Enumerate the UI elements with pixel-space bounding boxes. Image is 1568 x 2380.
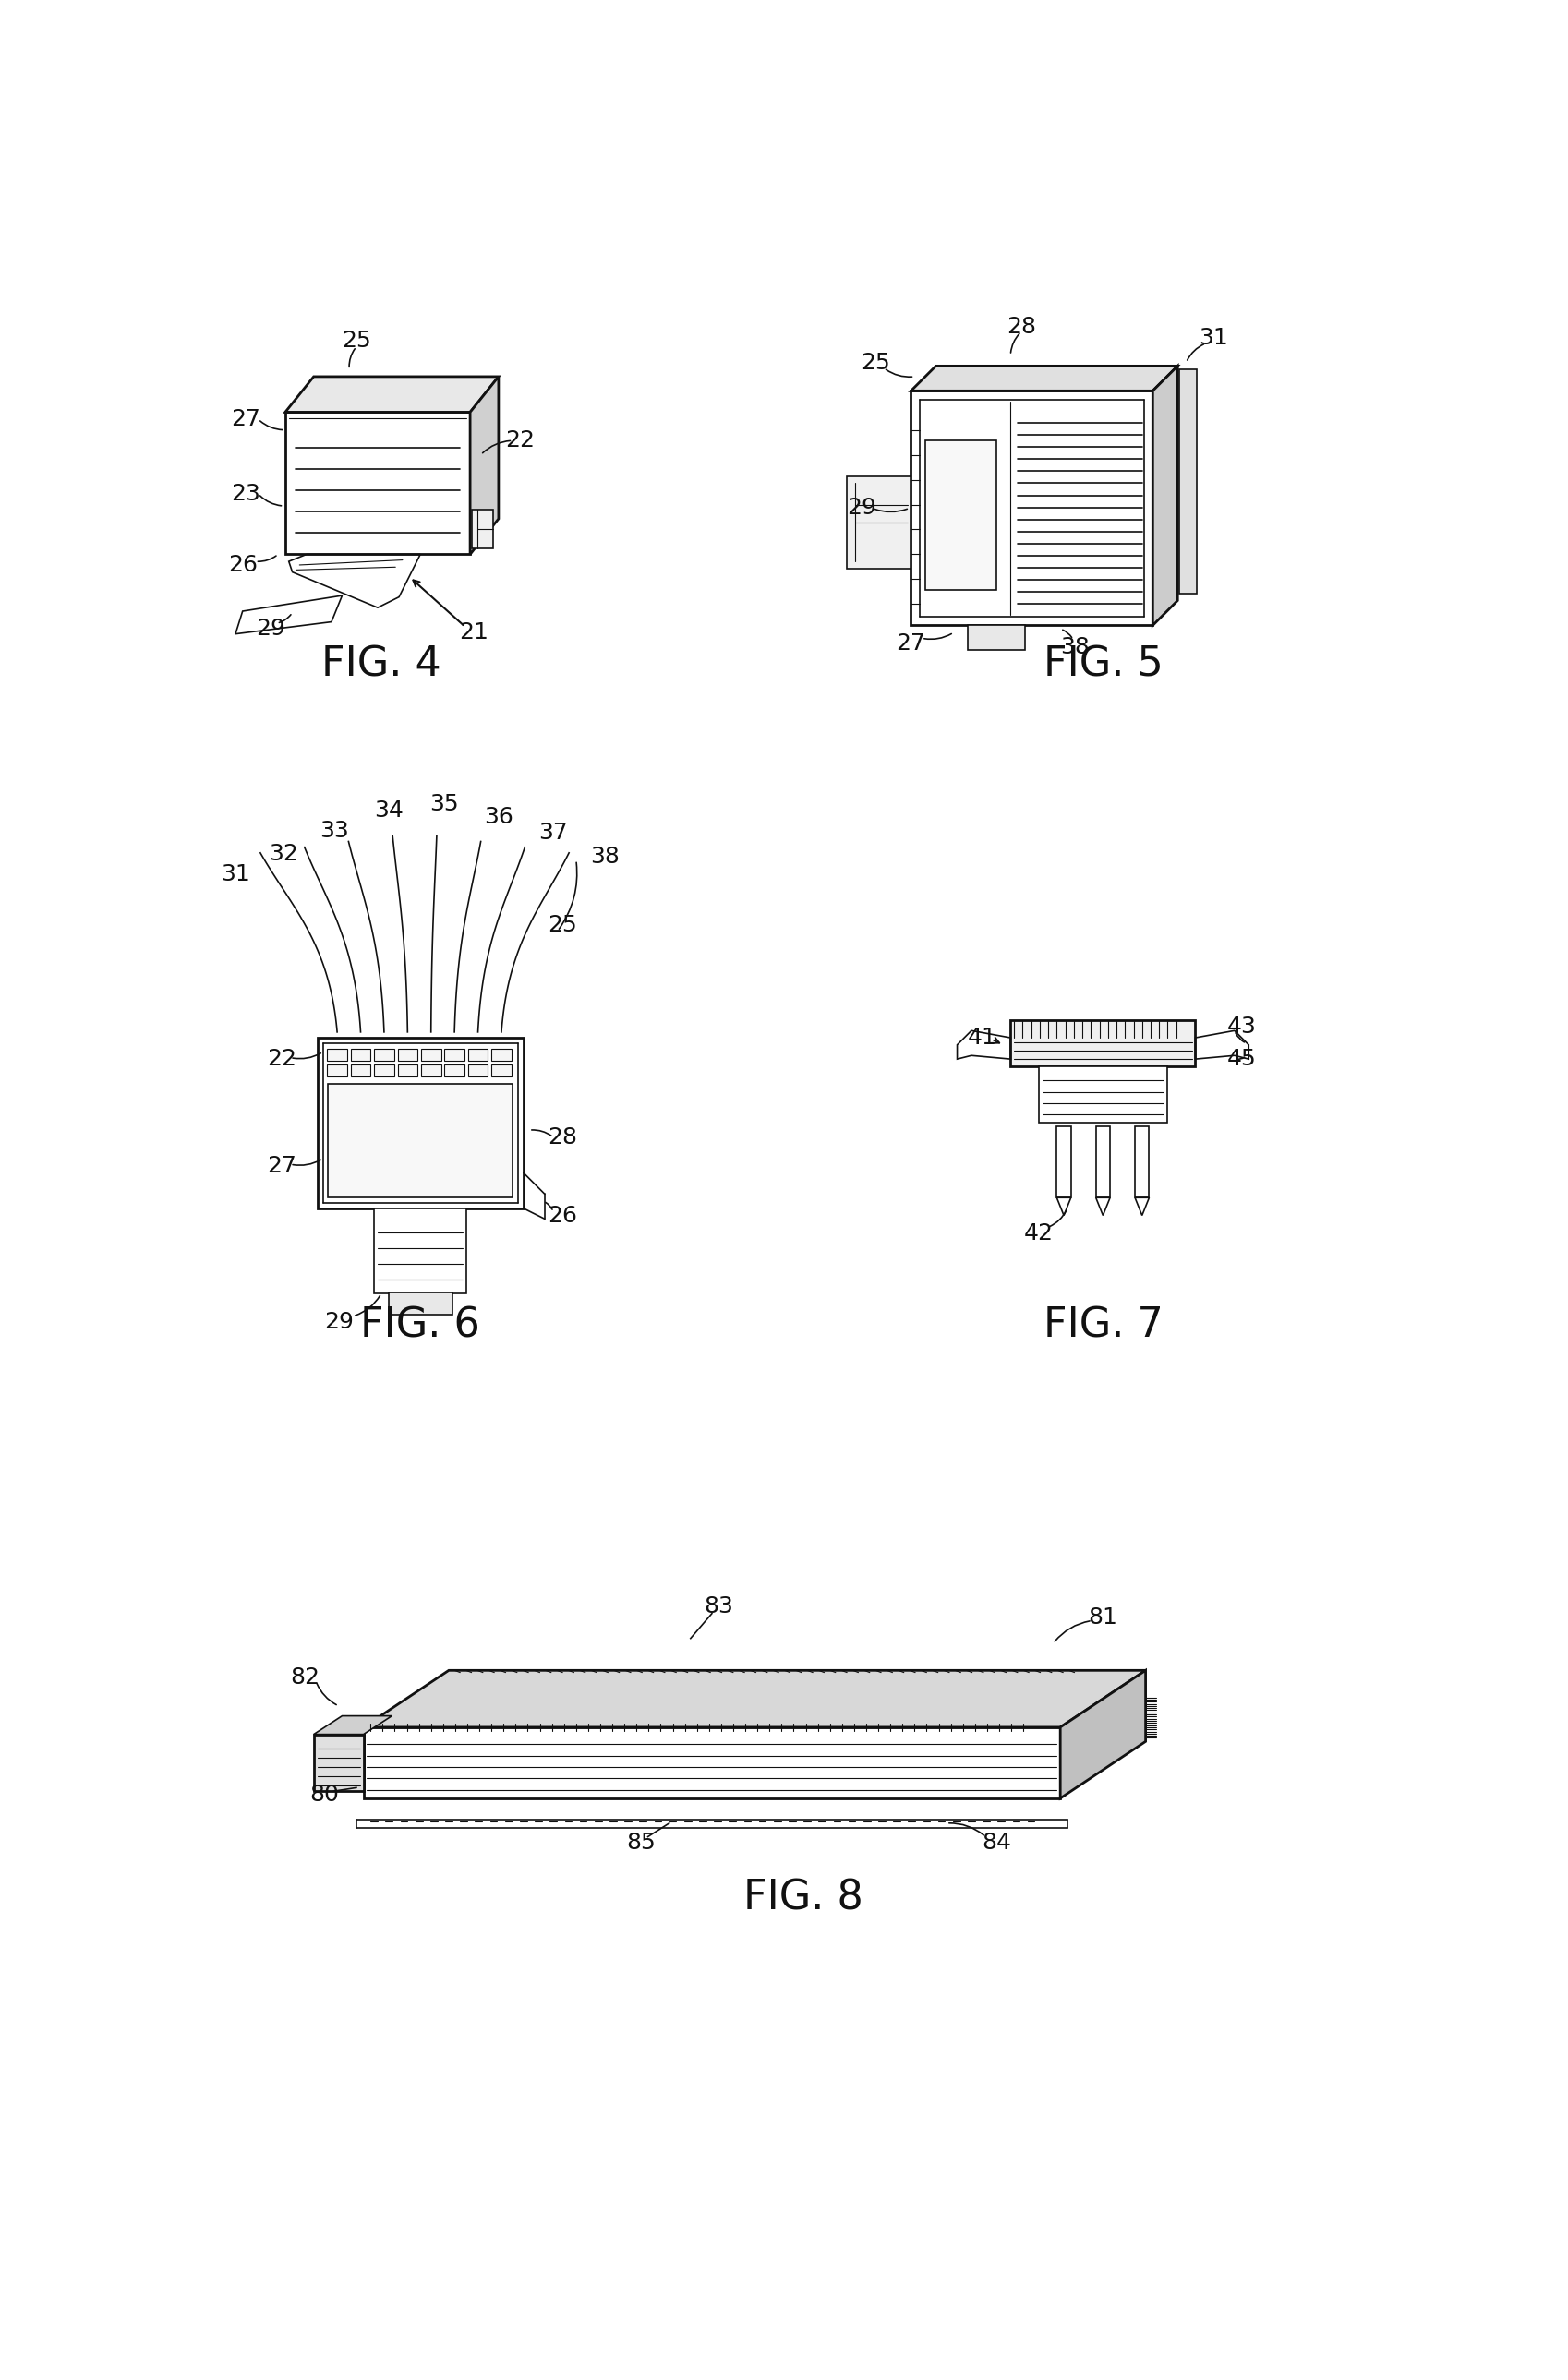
Text: 25: 25 [861, 352, 891, 374]
Bar [491, 1047, 511, 1061]
Text: 27: 27 [267, 1154, 296, 1176]
Bar [444, 1047, 464, 1061]
Bar [911, 390, 1152, 626]
Bar [375, 1047, 394, 1061]
Bar [389, 1292, 452, 1314]
Text: 25: 25 [342, 331, 372, 352]
Bar [314, 1735, 364, 1792]
Bar [317, 1038, 524, 1209]
Polygon shape [364, 1671, 1146, 1728]
Bar [422, 1047, 441, 1061]
Text: 83: 83 [704, 1595, 734, 1618]
Bar [491, 1064, 511, 1076]
Polygon shape [1096, 1126, 1110, 1197]
Text: 37: 37 [539, 821, 568, 845]
Text: 31: 31 [1198, 326, 1228, 347]
Bar [925, 440, 996, 590]
Bar [328, 1083, 513, 1197]
Polygon shape [285, 376, 499, 412]
Bar [351, 1064, 370, 1076]
Text: 36: 36 [485, 804, 513, 828]
Text: FIG. 5: FIG. 5 [1043, 645, 1163, 685]
Text: 26: 26 [547, 1204, 577, 1226]
Text: 25: 25 [547, 914, 577, 935]
Text: 23: 23 [232, 483, 260, 505]
Text: 81: 81 [1088, 1606, 1118, 1628]
Text: 21: 21 [459, 621, 488, 643]
Text: 84: 84 [982, 1830, 1011, 1854]
Text: FIG. 8: FIG. 8 [743, 1878, 864, 1918]
Text: 35: 35 [430, 793, 458, 814]
Text: 28: 28 [1007, 317, 1036, 338]
Bar [422, 1064, 441, 1076]
Polygon shape [1060, 1671, 1146, 1799]
Text: 41: 41 [967, 1026, 997, 1050]
Bar [375, 1209, 467, 1295]
Text: 38: 38 [1060, 635, 1090, 657]
Text: FIG. 7: FIG. 7 [1043, 1307, 1163, 1345]
Text: 34: 34 [375, 800, 405, 821]
Bar [444, 1064, 464, 1076]
Bar [847, 476, 911, 569]
Text: 42: 42 [1024, 1221, 1054, 1245]
Polygon shape [1057, 1197, 1071, 1216]
Bar [364, 1728, 1060, 1799]
Bar [351, 1047, 370, 1061]
Polygon shape [1057, 1126, 1071, 1197]
Text: 28: 28 [547, 1126, 577, 1147]
Text: 29: 29 [256, 619, 285, 640]
Text: 29: 29 [847, 497, 877, 519]
Text: 45: 45 [1226, 1047, 1256, 1071]
Bar [398, 1047, 417, 1061]
Text: 31: 31 [221, 864, 251, 885]
Text: FIG. 4: FIG. 4 [321, 645, 441, 685]
Text: 85: 85 [626, 1830, 655, 1854]
Text: 22: 22 [267, 1047, 296, 1071]
Text: 82: 82 [290, 1666, 320, 1687]
Text: 27: 27 [897, 633, 925, 654]
Text: 80: 80 [309, 1783, 339, 1806]
Bar [967, 626, 1025, 650]
Text: 29: 29 [325, 1311, 353, 1333]
Bar [1040, 1066, 1167, 1123]
Bar [1010, 1021, 1195, 1066]
Text: 26: 26 [227, 555, 257, 576]
Text: 43: 43 [1226, 1016, 1256, 1038]
Text: 27: 27 [232, 407, 260, 431]
Bar [472, 509, 492, 550]
Polygon shape [1135, 1126, 1149, 1197]
Polygon shape [911, 367, 1178, 390]
Bar [467, 1064, 488, 1076]
Text: 22: 22 [505, 428, 535, 452]
Polygon shape [1152, 367, 1178, 626]
Text: 32: 32 [268, 843, 298, 866]
Text: 33: 33 [320, 819, 350, 843]
Bar [398, 1064, 417, 1076]
Bar [328, 1064, 347, 1076]
Polygon shape [314, 1716, 392, 1735]
Polygon shape [1096, 1197, 1110, 1216]
Polygon shape [1135, 1197, 1149, 1216]
Text: FIG. 6: FIG. 6 [361, 1307, 480, 1345]
Bar [1179, 369, 1196, 593]
Bar [375, 1064, 394, 1076]
Bar [285, 412, 470, 555]
Bar [328, 1047, 347, 1061]
Bar [467, 1047, 488, 1061]
Text: 38: 38 [590, 845, 619, 866]
Polygon shape [470, 376, 499, 555]
